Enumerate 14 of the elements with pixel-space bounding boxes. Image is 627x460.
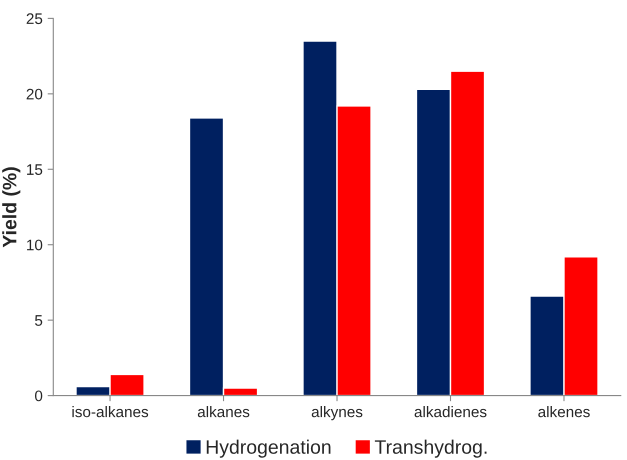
x-tick-label: alkadienes	[414, 406, 486, 418]
y-tick-label: 25	[26, 13, 42, 24]
legend-label: Transhydrog.	[374, 440, 486, 458]
y-axis-title: Yield (%)	[2, 167, 20, 248]
x-tick-label: alkanes	[198, 406, 250, 418]
y-tick-label: 10	[27, 240, 42, 250]
y-tick-label: 15	[27, 164, 42, 175]
y-tick-label: 5	[34, 315, 42, 326]
y-tick-label: 0	[34, 390, 42, 402]
x-tick-label: alkynes	[312, 406, 362, 420]
legend-label: Hydrogenation	[206, 440, 330, 458]
x-tick-label: alkenes	[538, 406, 590, 418]
x-tick-label: iso-alkanes	[72, 406, 148, 418]
y-tick-label: 20	[26, 88, 42, 100]
